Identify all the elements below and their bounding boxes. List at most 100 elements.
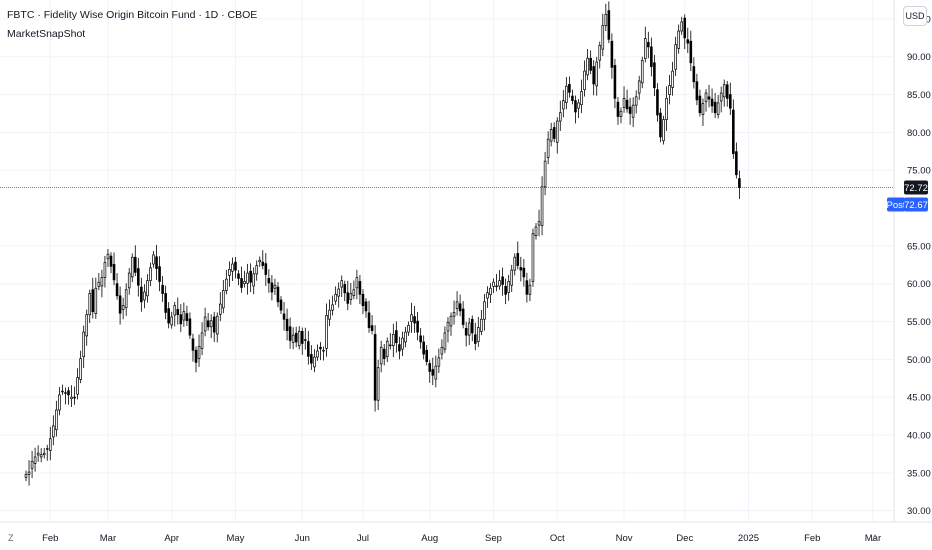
post-market-badge: Post 72.67 xyxy=(886,197,928,212)
currency-button[interactable]: USD xyxy=(903,6,927,26)
candle-body xyxy=(410,314,413,322)
candle-body xyxy=(710,98,714,107)
candle-body xyxy=(434,365,438,380)
candle-body xyxy=(464,327,468,336)
candle-body xyxy=(674,44,677,70)
candle-body xyxy=(686,39,690,44)
time-tick-label: May xyxy=(226,533,244,544)
candle-body xyxy=(82,331,85,358)
candle-body xyxy=(191,338,195,351)
candle-body xyxy=(650,46,653,67)
time-tick-label: Apr xyxy=(164,533,179,544)
candle-body xyxy=(722,84,726,98)
candle-body xyxy=(36,452,40,456)
candle-body xyxy=(182,311,186,321)
candle-body xyxy=(255,265,259,275)
candle-body xyxy=(343,284,347,294)
candle-body xyxy=(176,309,180,316)
candle-body xyxy=(449,315,453,327)
candle-body xyxy=(419,335,422,343)
candle-body xyxy=(33,456,37,464)
candle-body xyxy=(701,103,705,115)
candle-body xyxy=(67,390,70,396)
candle-body xyxy=(601,25,605,50)
candle-body xyxy=(577,102,580,109)
candle-body xyxy=(100,277,104,287)
candle-body xyxy=(373,334,377,401)
candle-body xyxy=(146,280,149,297)
candle-body xyxy=(401,337,404,350)
candle-body xyxy=(264,263,268,275)
candle-body xyxy=(319,346,322,350)
candle-body xyxy=(212,316,216,333)
candle-body xyxy=(707,96,711,100)
candle-body xyxy=(552,127,556,139)
candle-body xyxy=(461,308,465,325)
candle-body xyxy=(671,70,674,88)
candle-body xyxy=(240,278,243,288)
price-axis[interactable]: 95.0090.0085.0080.0075.0065.0060.0055.00… xyxy=(907,14,931,517)
timezone-button[interactable]: Z xyxy=(8,533,14,543)
candle-body xyxy=(246,272,249,284)
candle-body xyxy=(370,325,374,331)
candle-body xyxy=(48,438,52,451)
horizontal-gridlines xyxy=(0,18,894,512)
time-tick-label: Oct xyxy=(550,533,565,544)
candle-body xyxy=(361,293,365,306)
candle-body xyxy=(367,312,371,328)
candle-body xyxy=(179,314,183,325)
candle-body xyxy=(203,316,207,332)
time-axis[interactable]: Feb Mar Apr May Jun Jul Aug Sep Oct Nov Dec 2025 Feb… xyxy=(42,533,881,544)
candle-body xyxy=(197,346,201,359)
candle-body xyxy=(252,273,255,287)
candle-body xyxy=(504,285,507,295)
candle-body xyxy=(568,84,571,93)
candle-body xyxy=(346,292,350,304)
candle-body xyxy=(70,396,73,400)
auto-scale-button[interactable]: A xyxy=(872,533,879,543)
candle-body xyxy=(732,109,735,154)
price-tick-label: 85.00 xyxy=(907,90,931,101)
candle-body xyxy=(486,292,489,299)
price-tick-label: 35.00 xyxy=(907,468,931,479)
candle-body xyxy=(237,273,240,279)
candle-body xyxy=(288,326,292,341)
candle-body xyxy=(234,261,237,271)
candle-body xyxy=(507,281,510,293)
candle-body xyxy=(665,97,668,120)
candle-body xyxy=(558,112,562,122)
price-tick-label: 65.00 xyxy=(907,241,931,252)
candle-body xyxy=(161,284,164,294)
candle-body xyxy=(549,129,553,142)
candle-body xyxy=(586,57,589,76)
candle-body xyxy=(185,313,189,322)
candle-body xyxy=(662,119,665,142)
candle-body xyxy=(510,269,514,286)
candle-body xyxy=(413,316,416,324)
candle-body xyxy=(592,66,595,85)
candle-body xyxy=(680,21,684,32)
candle-body xyxy=(540,186,544,226)
candle-body xyxy=(425,349,429,362)
candle-body xyxy=(316,350,319,358)
candle-body xyxy=(258,259,262,263)
candle-body xyxy=(607,10,611,40)
candle-body xyxy=(97,281,101,287)
candle-body xyxy=(285,318,289,331)
candle-body xyxy=(173,305,177,316)
candle-body xyxy=(416,320,419,333)
post-market-label: Post xyxy=(886,200,905,211)
candle-body xyxy=(349,293,353,300)
candle-body xyxy=(64,392,67,394)
candle-body xyxy=(133,256,137,273)
candle-body xyxy=(200,332,204,349)
candle-body xyxy=(30,461,34,469)
candle-body xyxy=(452,312,456,317)
candle-body xyxy=(270,282,274,293)
candle-body xyxy=(45,448,49,450)
candle-body xyxy=(209,320,213,328)
candle-body xyxy=(307,341,310,357)
candle-body xyxy=(492,281,495,287)
last-price-value: 72.72 xyxy=(904,183,928,194)
